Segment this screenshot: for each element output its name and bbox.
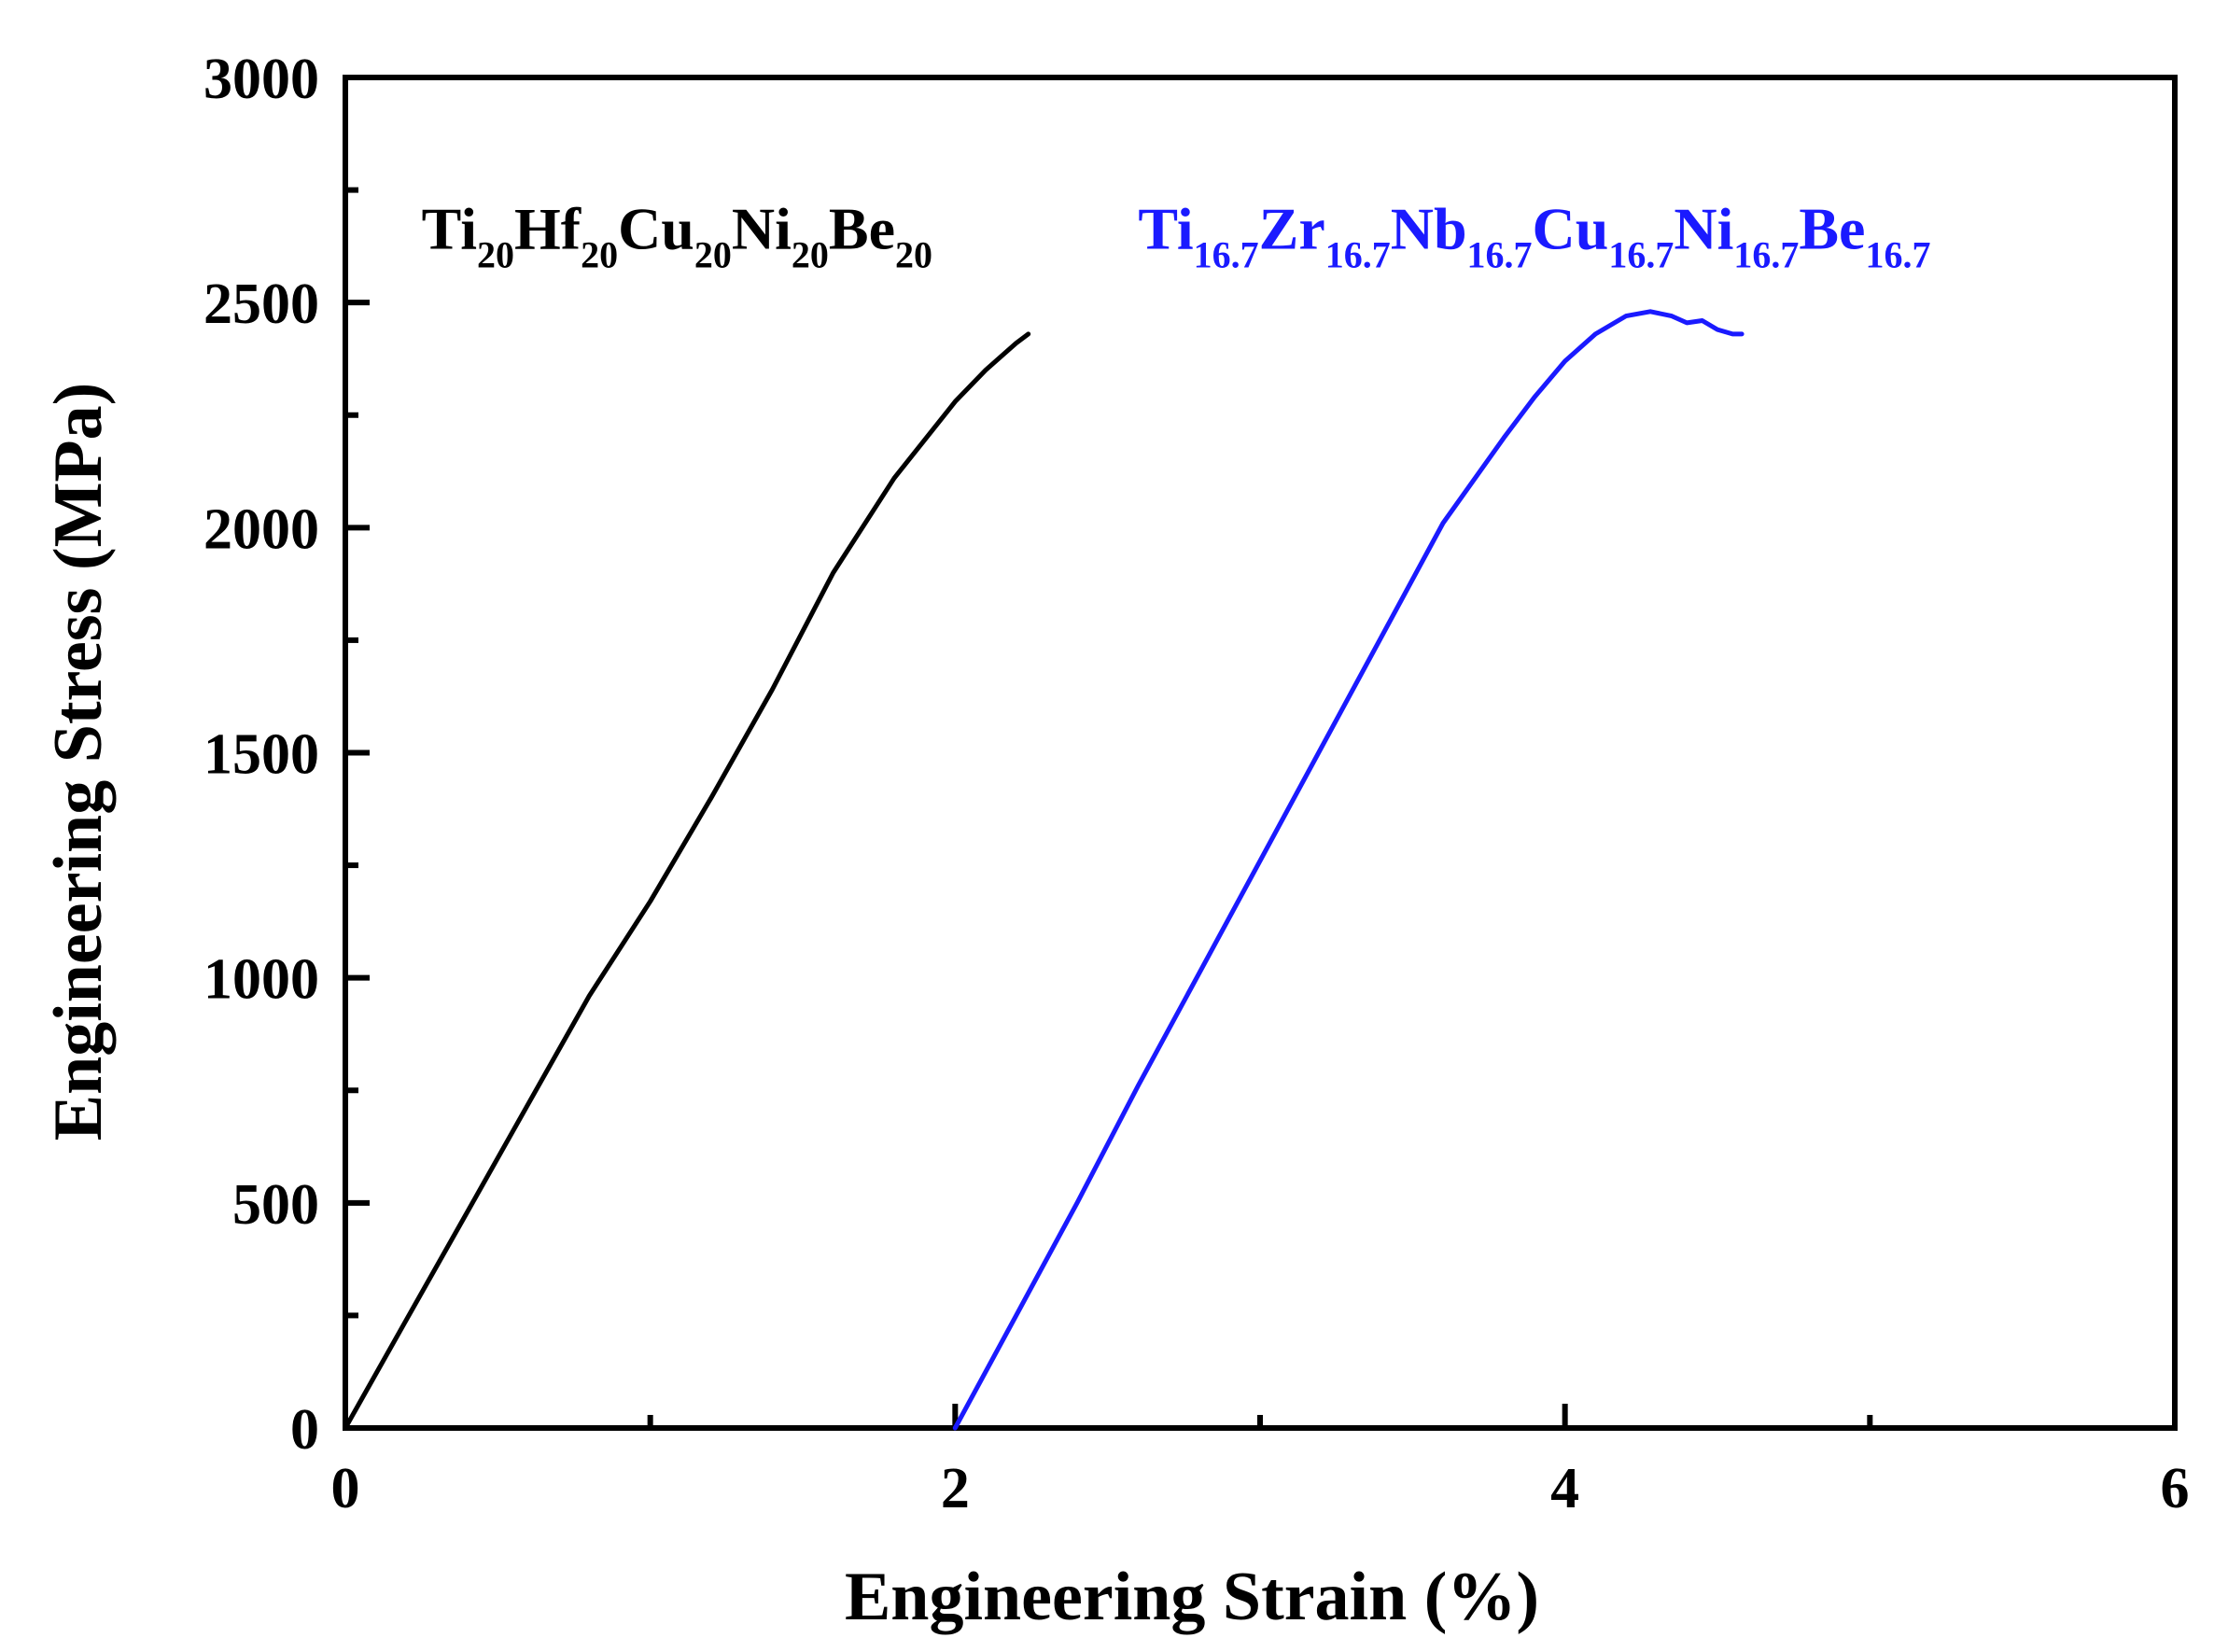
label-subscript: 20: [895, 233, 932, 275]
series-label-1: Ti20Hf20Cu20Ni20Be20: [422, 195, 932, 275]
series-line-2: [952, 309, 1745, 1431]
label-subscript: 20: [694, 233, 732, 275]
x-tick-label: 2: [941, 1457, 970, 1520]
plot-area: 0 2 4 6050010001500200025003000Ti20Hf20Cu20…: [203, 48, 2190, 1520]
label-subscript: 16.7: [1467, 233, 1533, 275]
label-element: Zr: [1259, 195, 1325, 261]
y-axis-title: Engineering Stress (MPa): [40, 383, 117, 1141]
y-tick-label: 1000: [203, 948, 319, 1012]
label-element: Ti: [1138, 195, 1193, 261]
y-tick-label: 500: [232, 1173, 319, 1237]
label-element: Nb: [1391, 195, 1467, 261]
series-label-2: Ti16.7Zr16.7Nb16.7Cu16.7Ni16.7Be16.7: [1138, 195, 1930, 275]
y-tick-label: 3000: [203, 48, 319, 111]
label-subscript: 16.7: [1325, 233, 1391, 275]
label-element: Be: [829, 195, 895, 261]
label-subscript: 20: [581, 233, 618, 275]
label-element: Ti: [422, 195, 477, 261]
label-subscript: 16.7: [1865, 233, 1930, 275]
y-tick-label: 1500: [203, 723, 319, 787]
label-subscript: 20: [792, 233, 829, 275]
label-element: Hf: [514, 195, 582, 261]
x-axis-title: Engineering Strain (%): [845, 1559, 1539, 1635]
label-element: Ni: [1674, 195, 1733, 261]
y-tick-label: 2000: [203, 497, 319, 561]
x-tick-label: 0: [331, 1457, 360, 1520]
label-element: Ni: [732, 195, 792, 261]
label-subscript: 16.7: [1194, 233, 1259, 275]
label-subscript: 16.7: [1608, 233, 1674, 275]
label-element: Be: [1799, 195, 1865, 261]
label-element: Cu: [618, 195, 694, 261]
label-subscript: 16.7: [1733, 233, 1799, 275]
x-tick-label: 6: [2161, 1457, 2190, 1520]
label-element: Cu: [1533, 195, 1609, 261]
series-line-1: [343, 331, 1031, 1431]
x-tick-label: 4: [1550, 1457, 1579, 1520]
y-tick-label: 0: [290, 1398, 319, 1462]
label-subscript: 20: [477, 233, 514, 275]
y-tick-label: 2500: [203, 273, 319, 336]
